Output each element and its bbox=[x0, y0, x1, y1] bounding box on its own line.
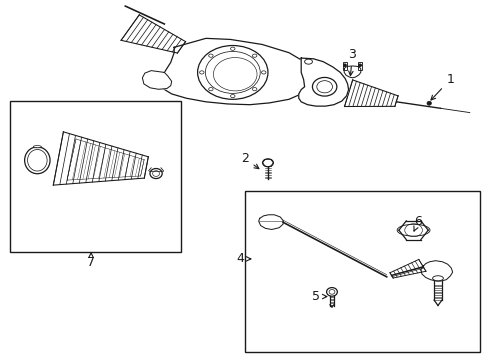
Polygon shape bbox=[161, 39, 311, 105]
Ellipse shape bbox=[427, 101, 431, 105]
Ellipse shape bbox=[343, 64, 346, 66]
Ellipse shape bbox=[327, 288, 337, 296]
Ellipse shape bbox=[24, 147, 50, 174]
Ellipse shape bbox=[231, 47, 235, 50]
Ellipse shape bbox=[209, 54, 213, 57]
Ellipse shape bbox=[33, 145, 41, 148]
Ellipse shape bbox=[263, 159, 273, 167]
Ellipse shape bbox=[231, 94, 235, 98]
Polygon shape bbox=[344, 66, 361, 78]
Ellipse shape bbox=[262, 71, 266, 74]
Polygon shape bbox=[299, 58, 348, 106]
Bar bbox=[10, 101, 181, 252]
Bar bbox=[245, 191, 480, 352]
Text: 4: 4 bbox=[236, 252, 251, 265]
Ellipse shape bbox=[359, 64, 361, 66]
Bar bbox=[358, 62, 362, 69]
Polygon shape bbox=[259, 215, 283, 229]
Polygon shape bbox=[143, 71, 172, 89]
Ellipse shape bbox=[199, 71, 204, 74]
Text: 3: 3 bbox=[348, 48, 356, 76]
Text: 1: 1 bbox=[431, 73, 454, 100]
Ellipse shape bbox=[313, 77, 337, 96]
Polygon shape bbox=[421, 261, 453, 281]
Ellipse shape bbox=[252, 87, 257, 91]
Ellipse shape bbox=[197, 45, 268, 99]
Ellipse shape bbox=[252, 54, 257, 57]
Bar bbox=[343, 62, 347, 69]
Text: 5: 5 bbox=[312, 290, 327, 303]
Text: 2: 2 bbox=[241, 152, 259, 168]
Text: 6: 6 bbox=[414, 215, 422, 231]
Ellipse shape bbox=[209, 87, 213, 91]
Ellipse shape bbox=[150, 168, 162, 179]
Text: 7: 7 bbox=[87, 253, 95, 269]
Ellipse shape bbox=[305, 59, 313, 64]
Ellipse shape bbox=[433, 276, 443, 281]
